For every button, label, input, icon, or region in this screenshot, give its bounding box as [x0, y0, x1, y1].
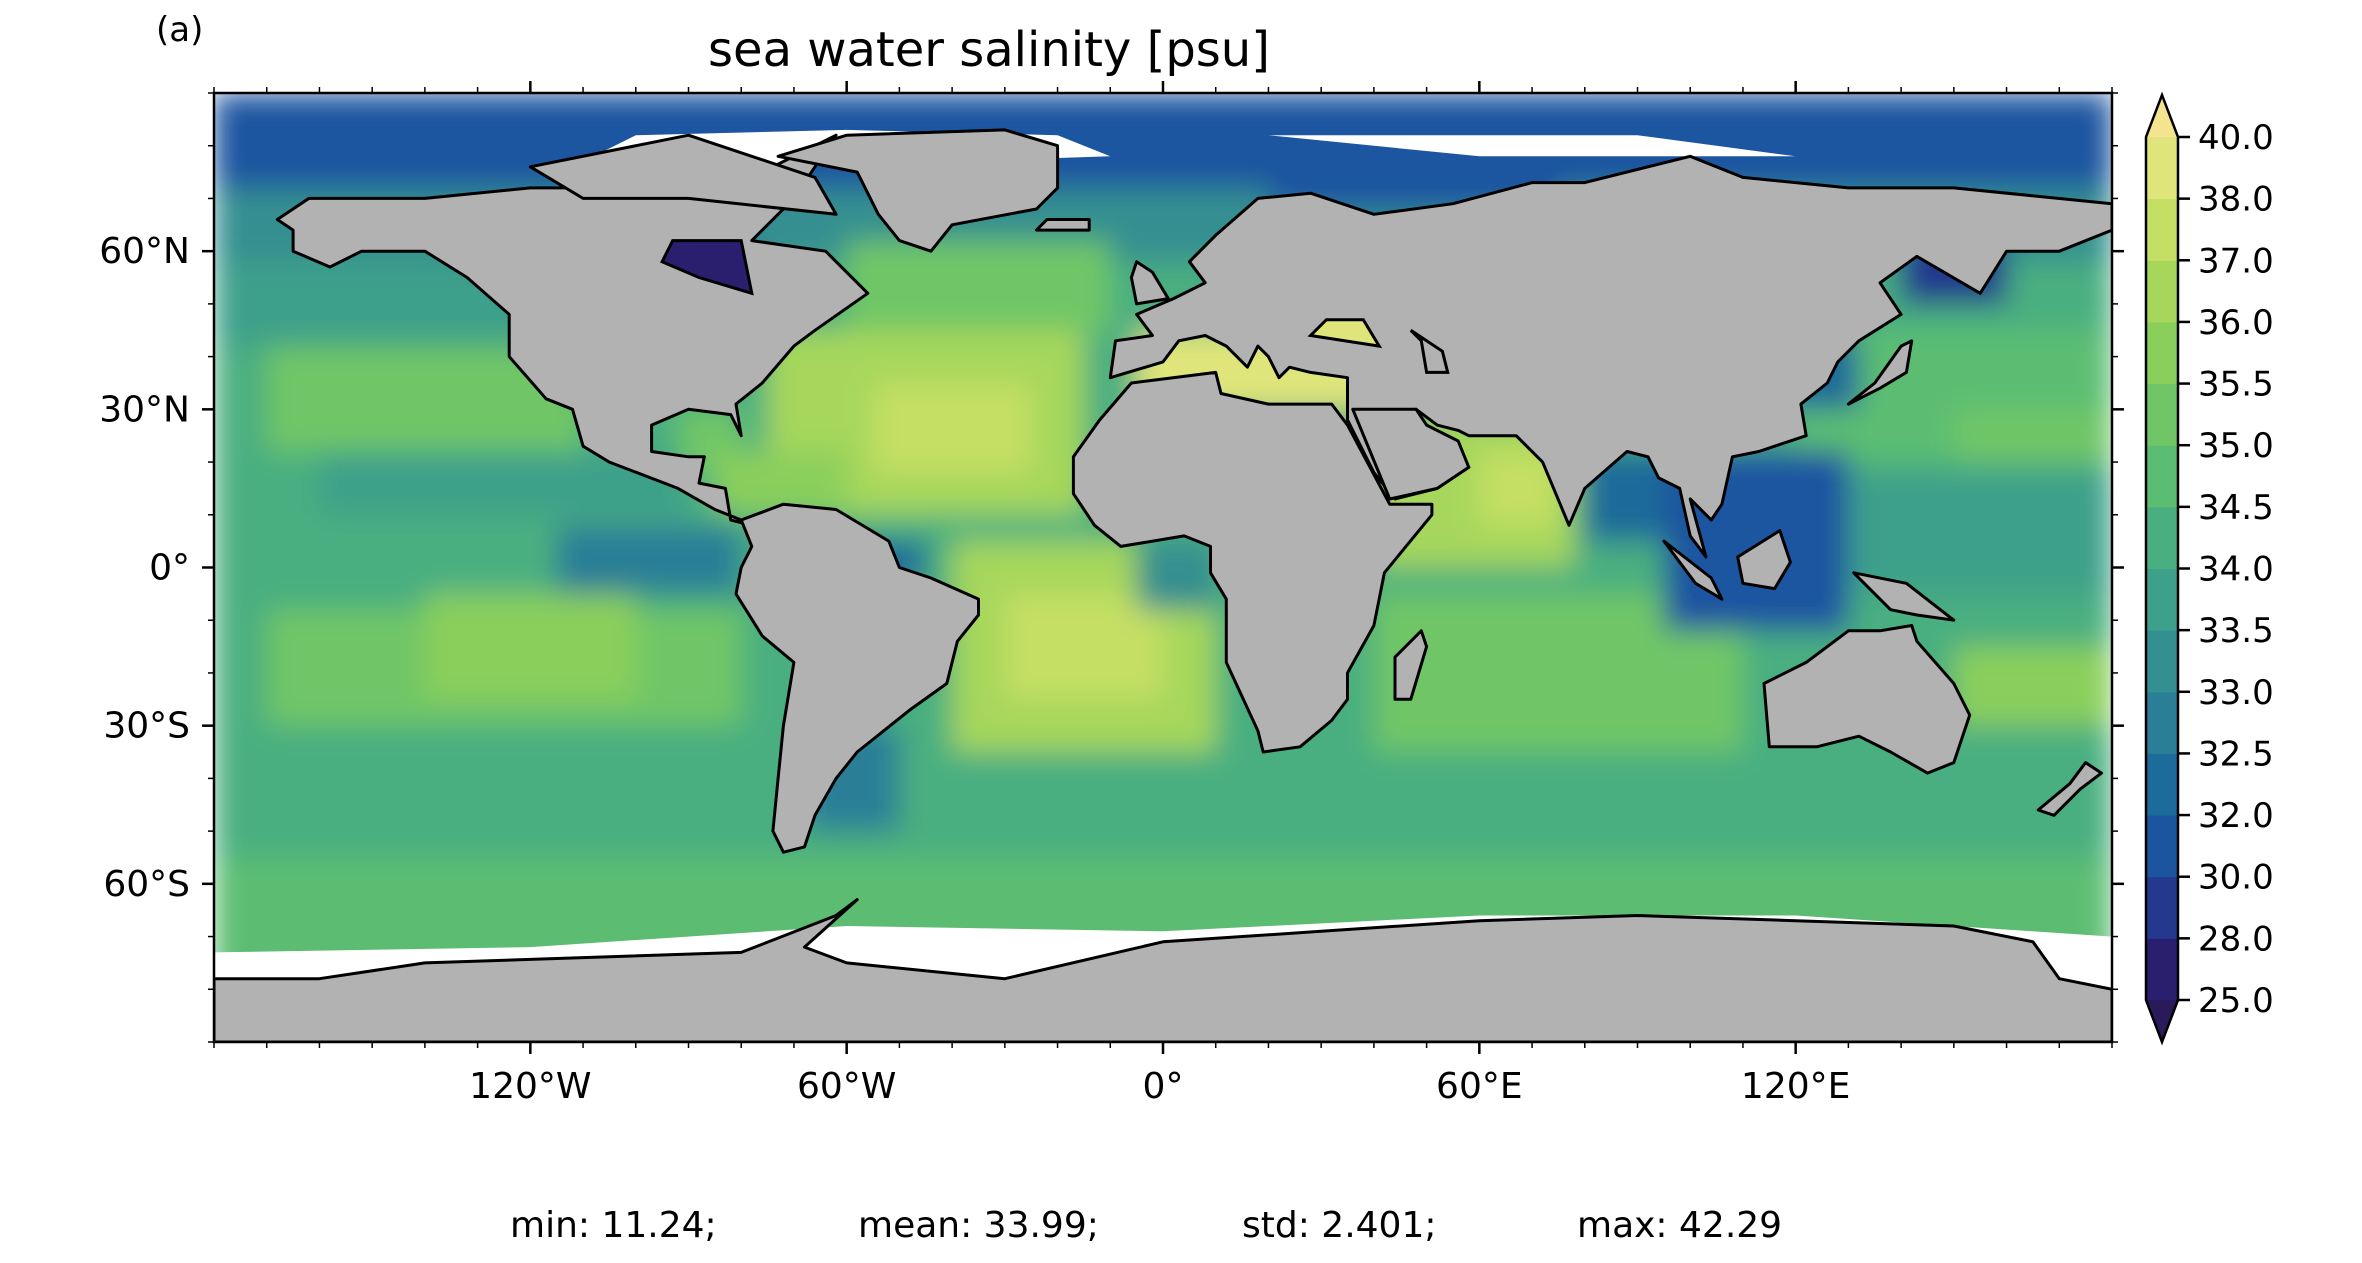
colorbar-label-33.0: 33.0 — [2198, 673, 2274, 713]
land-masses — [214, 128, 2112, 1042]
stat-mean: mean: 33.99; — [858, 1205, 1099, 1246]
new-zealand — [2036, 761, 2103, 817]
lat-label-0°: 0° — [149, 548, 190, 589]
salinity-region — [846, 240, 1111, 331]
map-plot-area — [214, 93, 2112, 1042]
colorbar-label-25.0: 25.0 — [2198, 981, 2274, 1021]
colorbar-label-35.0: 35.0 — [2198, 426, 2274, 466]
colorbar-label-32.5: 32.5 — [2198, 734, 2274, 774]
africa — [1071, 370, 1434, 754]
colorbar-label-34.5: 34.5 — [2198, 488, 2274, 528]
colorbar-over-triangle — [2146, 95, 2178, 137]
colorbar: 25.0 28.0 30.0 32.0 32.5 33.0 33.5 34.0 34.5 35.0… — [2144, 91, 2274, 1046]
salinity-region — [424, 593, 636, 700]
australia — [1762, 624, 1972, 775]
colorbar-label-37.0: 37.0 — [2198, 241, 2274, 281]
colorbar-label-34.0: 34.0 — [2198, 550, 2274, 590]
salinity-region — [556, 525, 742, 594]
lat-label-60°S: 60°S — [103, 864, 190, 905]
colorbar-label-35.5: 35.5 — [2198, 365, 2274, 405]
salinity-region — [1953, 409, 2112, 463]
colorbar-segment — [2146, 876, 2178, 939]
lon-label-120°E: 120°E — [1741, 1066, 1850, 1107]
uk — [1129, 260, 1170, 306]
colorbar-segment — [2146, 198, 2178, 261]
stat-max: max: 42.29 — [1577, 1205, 1783, 1246]
eurasia — [1108, 154, 2112, 559]
colorbar-segment — [2146, 568, 2178, 631]
colorbar-segment — [2146, 630, 2178, 693]
longitude-axis: 120°W 60°W 0° 60°E 120°E — [213, 81, 2113, 1107]
new-guinea — [1852, 571, 1956, 622]
sea-ice — [1268, 135, 1796, 157]
borneo — [1736, 529, 1792, 591]
lat-label-30°S: 30°S — [103, 706, 190, 747]
colorbar-segment — [2146, 383, 2178, 446]
colorbar-segment — [2146, 137, 2178, 200]
salinity-region — [214, 752, 2112, 858]
stat-std: std: 2.401; — [1242, 1205, 1437, 1246]
colorbar-segment — [2146, 938, 2178, 1001]
colorbar-label-28.0: 28.0 — [2198, 919, 2274, 959]
baffin-arctic-islands — [528, 133, 838, 216]
antarctica — [214, 898, 2112, 1042]
lat-label-60°N: 60°N — [99, 231, 190, 272]
salinity-region — [1004, 593, 1163, 700]
lon-label-0°: 0° — [1143, 1066, 1184, 1107]
colorbar-segment — [2146, 753, 2178, 816]
south-america — [734, 502, 980, 854]
colorbar-label-36.0: 36.0 — [2198, 303, 2274, 343]
colorbar-segment — [2146, 260, 2178, 323]
arabian-peninsula — [1351, 407, 1471, 501]
lon-label-120°W: 120°W — [469, 1066, 591, 1107]
iceland — [1035, 218, 1091, 232]
chart-title: sea water salinity [psu] — [708, 22, 1270, 78]
japan — [1846, 339, 1914, 406]
caspian-sea — [1409, 329, 1450, 374]
colorbar-under-triangle — [2146, 1000, 2178, 1042]
salinity-region — [873, 382, 1032, 473]
colorbar-segment — [2146, 815, 2178, 878]
lon-label-60°W: 60°W — [797, 1066, 896, 1107]
sumatra — [1662, 539, 1724, 601]
black-sea — [1307, 318, 1383, 349]
colorbar-label-33.5: 33.5 — [2198, 611, 2274, 651]
hudson-bay — [660, 239, 754, 296]
colorbar-segment — [2146, 506, 2178, 569]
colorbar-label-30.0: 30.0 — [2198, 858, 2274, 898]
panel-label: (a) — [156, 10, 204, 50]
stat-min: min: 11.24; — [510, 1205, 717, 1246]
colorbar-segment — [2146, 445, 2178, 508]
colorbar-label-40.0: 40.0 — [2198, 118, 2274, 158]
lon-label-60°E: 60°E — [1436, 1066, 1523, 1107]
salinity-region — [1136, 541, 1216, 610]
salinity-region — [1953, 646, 2112, 726]
colorbar-label-38.0: 38.0 — [2198, 180, 2274, 220]
madagascar — [1393, 629, 1429, 701]
colorbar-segment — [2146, 691, 2178, 754]
colorbar-segment — [2146, 321, 2178, 385]
greenland — [776, 128, 1060, 253]
colorbar-label-32.0: 32.0 — [2198, 796, 2274, 836]
latitude-axis: 60°N 30°N 0° 30°S 60°S — [99, 92, 2124, 1043]
lat-label-30°N: 30°N — [99, 389, 190, 430]
salinity-region — [214, 93, 2112, 188]
